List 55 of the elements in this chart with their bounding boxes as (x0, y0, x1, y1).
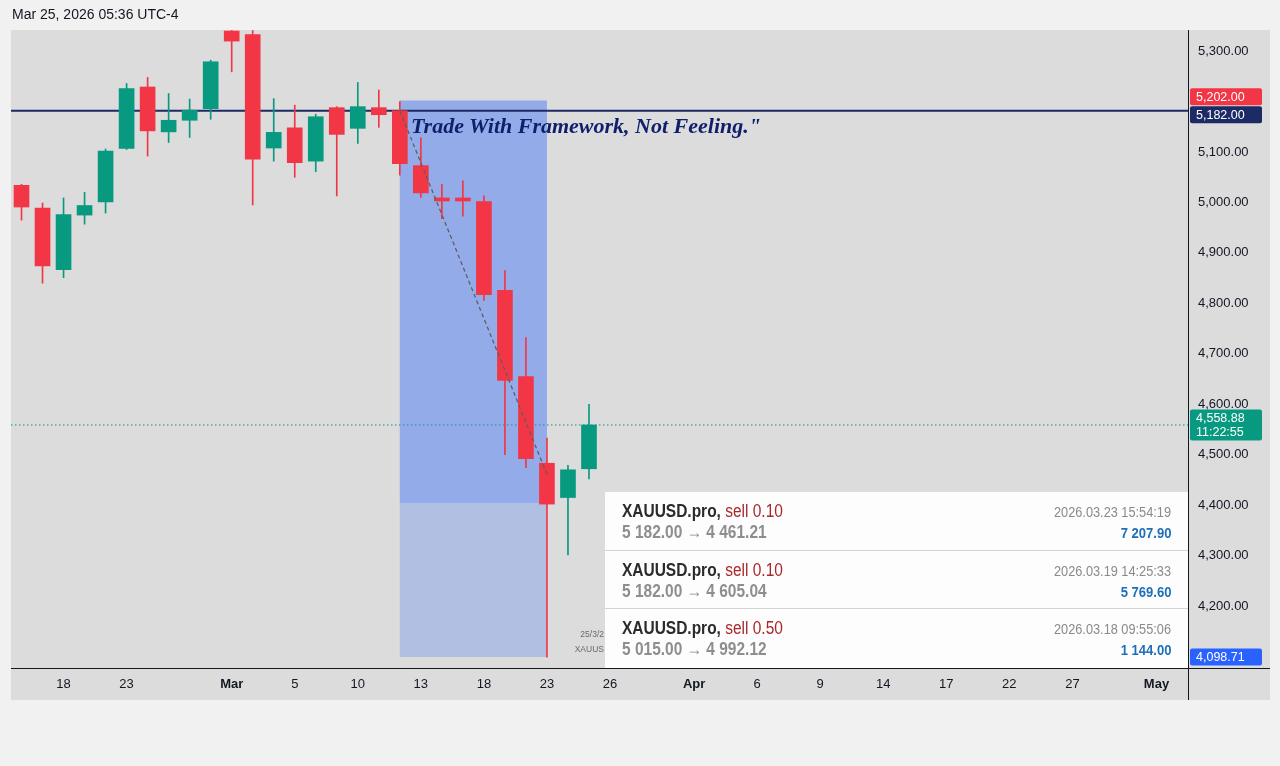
y-tick-label: 4,300.00 (1198, 547, 1249, 563)
annotation: 5 182.00 → 4 461.21 (622, 522, 767, 543)
y-tick-label: 4,800.00 (1198, 294, 1249, 310)
annotation: sell 0.10 (725, 559, 783, 580)
x-tick-label: 9 (816, 676, 824, 692)
annotation: 5 769.60 (1120, 583, 1171, 600)
x-tick-label: 10 (350, 676, 366, 692)
annotation: 25/3/2 (580, 629, 604, 639)
ref-line-label: 4,558.88 11:22:55 (1196, 410, 1245, 439)
x-tick-label: Apr (682, 676, 706, 692)
x-tick-label: 27 (1065, 676, 1080, 692)
text: 4,098.71 (1196, 650, 1245, 664)
candlestick (223, 30, 240, 73)
y-tick-label: 5,300.00 (1198, 42, 1249, 58)
x-tick-label: 6 (753, 676, 761, 692)
y-tick-label: 4,900.00 (1198, 244, 1249, 260)
x-tick-label: 5 (291, 676, 299, 692)
x-tick-label: 26 (602, 676, 618, 692)
annotation: XAUUSD.pro, (622, 501, 721, 521)
y-tick-label: 4,600.00 (1198, 395, 1249, 411)
x-tick-label: 22 (1002, 676, 1017, 692)
x-tick-label: 23 (119, 676, 134, 692)
candlestick (265, 98, 282, 162)
annotation: XAUUSD.pro, (622, 618, 721, 639)
annotation: XAUUSD.pro, (622, 559, 721, 580)
y-tick-label: 5,100.00 (1198, 143, 1249, 159)
y-tick-label: 4,700.00 (1198, 345, 1249, 361)
annotation: 5 015.00 → 4 992.12 (622, 639, 767, 661)
y-tick-label: 4,500.00 (1198, 446, 1249, 462)
annotation: XAUUS (574, 644, 604, 654)
annotation: 2026.03.23 15:54:19 (1053, 504, 1171, 520)
x-tick-label: 17 (939, 676, 954, 692)
x-tick-label: 13 (413, 676, 429, 692)
x-tick-label: May (1143, 676, 1170, 692)
annotation: 2026.03.19 14:25:33 (1053, 562, 1171, 579)
annotation: sell 0.50 (725, 618, 783, 639)
annotation: 2026.03.18 09:55:06 (1053, 621, 1171, 638)
y-tick-label: 4,400.00 (1198, 496, 1249, 512)
y-tick-label: 4,200.00 (1198, 597, 1249, 613)
text: Mar 25, 2026 05:36 UTC-4 (12, 6, 179, 22)
candlestick (370, 89, 387, 128)
text: Trade With Framework, Not Feeling." (411, 113, 761, 139)
text: 5,202.00 (1196, 89, 1245, 104)
annotation: sell 0.10 (725, 501, 783, 521)
x-tick-label: 18 (476, 676, 492, 692)
annotation: 7 207.90 (1120, 525, 1171, 541)
annotation: 1 144.00 (1120, 642, 1171, 659)
ref-line-label: 5,182.00 (1196, 107, 1245, 122)
x-tick-label: Mar (220, 676, 244, 692)
x-tick-label: 14 (876, 676, 891, 692)
x-tick-label: 18 (56, 676, 71, 692)
annotation: 5 182.00 → 4 605.04 (622, 580, 767, 602)
candlestick (539, 437, 555, 658)
x-tick-label: 23 (539, 676, 555, 692)
y-tick-label: 5,000.00 (1198, 194, 1249, 210)
